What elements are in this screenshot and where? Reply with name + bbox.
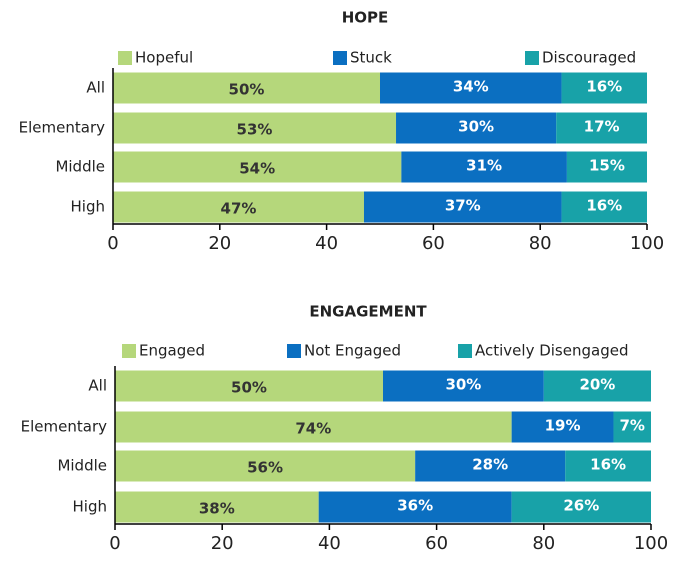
bar-segment bbox=[401, 151, 567, 183]
y-tick-label: All bbox=[88, 377, 107, 395]
value-label: 30% bbox=[445, 376, 481, 394]
x-tick-label: 40 bbox=[315, 233, 338, 254]
value-label: 19% bbox=[545, 417, 581, 435]
value-label: 31% bbox=[466, 157, 502, 175]
y-tick-label: High bbox=[73, 498, 107, 516]
value-label: 50% bbox=[231, 379, 267, 397]
x-tick-label: 60 bbox=[422, 233, 445, 254]
bar-segment bbox=[415, 450, 566, 482]
bar-segment bbox=[511, 491, 651, 523]
x-tick-label: 100 bbox=[630, 233, 664, 254]
legend-swatch bbox=[122, 344, 136, 358]
value-label: 53% bbox=[237, 121, 273, 139]
bar-segment bbox=[566, 151, 647, 183]
value-label: 16% bbox=[586, 197, 622, 215]
bar-segment bbox=[318, 491, 512, 523]
bar-segment bbox=[613, 411, 651, 443]
y-tick-label: Elementary bbox=[21, 418, 107, 436]
bar-segment bbox=[511, 411, 614, 443]
bar-segment bbox=[380, 72, 562, 104]
bar-segment bbox=[113, 151, 402, 183]
legend-label: Actively Disengaged bbox=[475, 342, 628, 360]
bar-segment bbox=[113, 191, 364, 223]
legend-label: Stuck bbox=[350, 49, 392, 67]
value-label: 17% bbox=[584, 118, 620, 136]
value-label: 16% bbox=[586, 78, 622, 96]
value-label: 34% bbox=[453, 78, 489, 96]
value-label: 56% bbox=[247, 459, 283, 477]
legend-swatch bbox=[458, 344, 472, 358]
bar-segment bbox=[115, 411, 512, 443]
legend-label: Not Engaged bbox=[304, 342, 401, 360]
bar-segment bbox=[396, 112, 557, 144]
bar-segment bbox=[113, 112, 397, 144]
legend-swatch bbox=[525, 51, 539, 65]
legend-swatch bbox=[333, 51, 347, 65]
value-label: 26% bbox=[563, 497, 599, 515]
x-tick-label: 100 bbox=[634, 533, 668, 554]
value-label: 50% bbox=[229, 81, 265, 99]
value-label: 20% bbox=[579, 376, 615, 394]
bar-segment bbox=[561, 72, 647, 104]
legend-label: Hopeful bbox=[135, 49, 193, 67]
x-tick-label: 0 bbox=[109, 533, 120, 554]
bar-segment bbox=[556, 112, 647, 144]
x-tick-label: 80 bbox=[532, 533, 555, 554]
x-tick-label: 60 bbox=[425, 533, 448, 554]
bar-segment bbox=[565, 450, 651, 482]
y-tick-label: Middle bbox=[55, 158, 105, 176]
bar-segment bbox=[115, 370, 383, 402]
value-label: 38% bbox=[199, 500, 235, 518]
bar-segment bbox=[363, 191, 562, 223]
y-tick-label: Middle bbox=[57, 457, 107, 475]
value-label: 16% bbox=[590, 456, 626, 474]
value-label: 54% bbox=[239, 160, 275, 178]
x-tick-label: 20 bbox=[208, 233, 231, 254]
x-tick-label: 40 bbox=[318, 533, 341, 554]
value-label: 28% bbox=[472, 456, 508, 474]
value-label: 30% bbox=[458, 118, 494, 136]
bar-segment bbox=[113, 72, 380, 104]
legend-label: Engaged bbox=[139, 342, 205, 360]
value-label: 47% bbox=[221, 200, 257, 218]
bar-segment bbox=[383, 370, 544, 402]
chart-title: HOPE bbox=[342, 9, 389, 27]
bar-segment bbox=[561, 191, 647, 223]
x-tick-label: 20 bbox=[211, 533, 234, 554]
value-label: 15% bbox=[589, 157, 625, 175]
value-label: 37% bbox=[445, 197, 481, 215]
y-tick-label: High bbox=[71, 198, 105, 216]
y-tick-label: All bbox=[86, 79, 105, 97]
legend-swatch bbox=[118, 51, 132, 65]
value-label: 74% bbox=[295, 420, 331, 438]
x-tick-label: 80 bbox=[529, 233, 552, 254]
x-tick-label: 0 bbox=[107, 233, 118, 254]
bar-segment bbox=[543, 370, 651, 402]
chart-title: ENGAGEMENT bbox=[309, 303, 427, 321]
bar-segment bbox=[115, 491, 319, 523]
bar-segment bbox=[115, 450, 416, 482]
value-label: 36% bbox=[397, 497, 433, 515]
legend-label: Discouraged bbox=[542, 49, 636, 67]
value-label: 7% bbox=[620, 417, 645, 435]
legend-swatch bbox=[287, 344, 301, 358]
y-tick-label: Elementary bbox=[19, 119, 105, 137]
